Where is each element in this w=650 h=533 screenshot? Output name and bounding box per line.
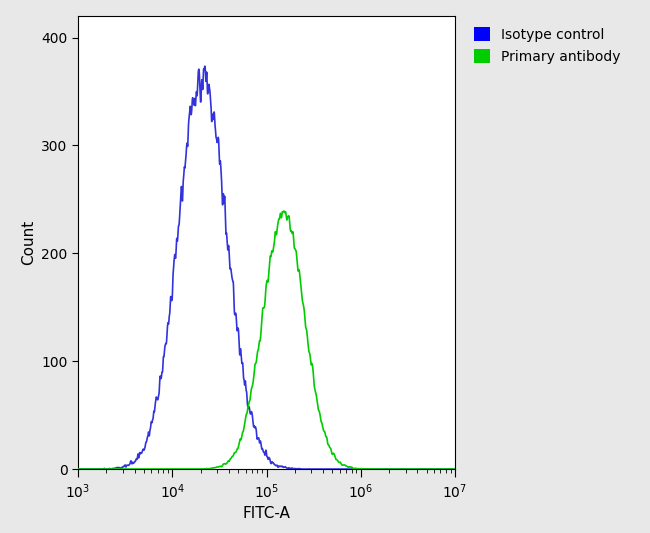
Y-axis label: Count: Count [21,220,36,265]
Legend: Isotype control, Primary antibody: Isotype control, Primary antibody [469,23,625,68]
X-axis label: FITC-A: FITC-A [242,506,291,521]
